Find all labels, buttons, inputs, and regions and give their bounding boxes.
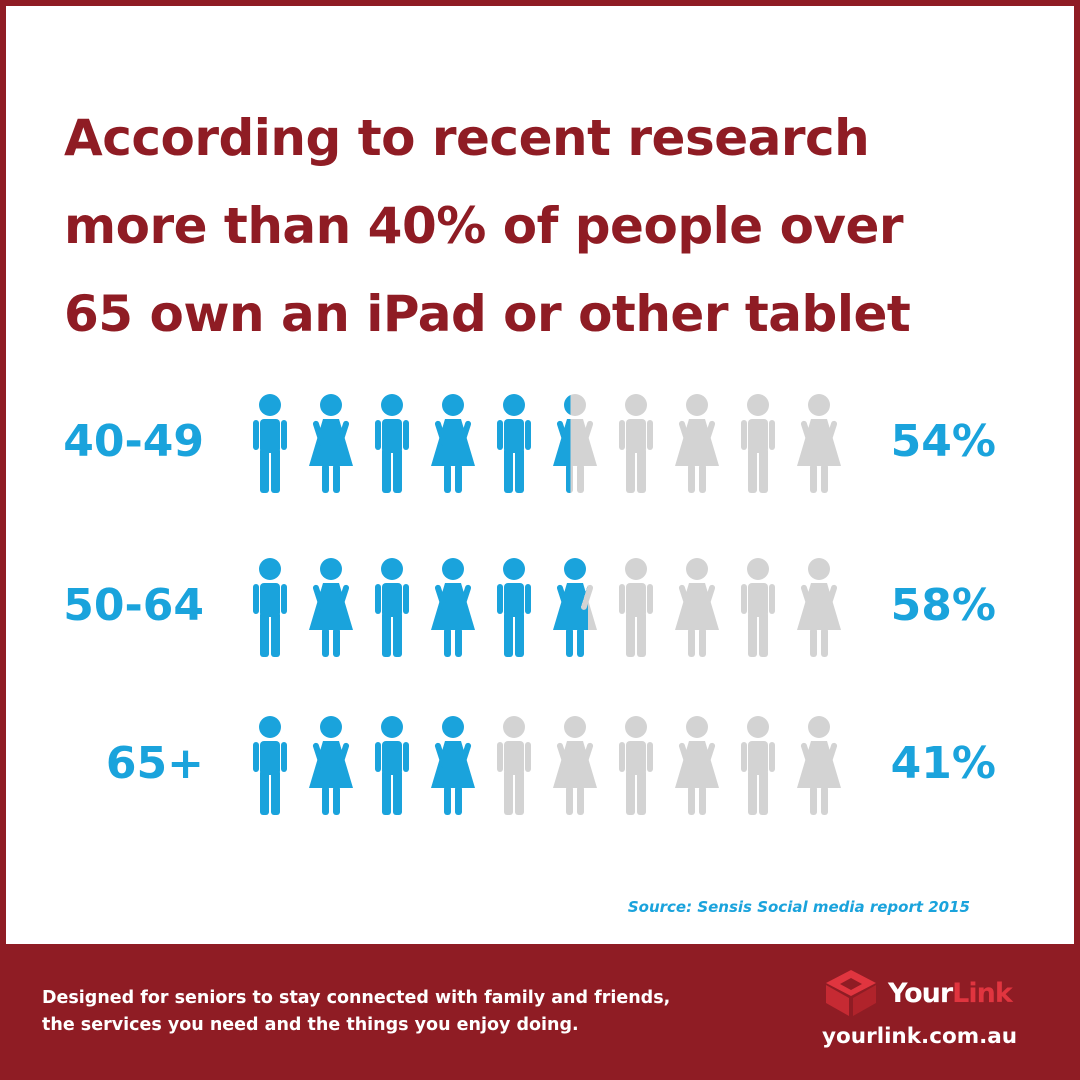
man-figure-icon — [741, 558, 775, 657]
footer-tagline: Designed for seniors to stay connected w… — [42, 985, 762, 1039]
age-group-label: 50-64 — [63, 580, 204, 631]
age-group-label: 65+ — [105, 738, 204, 789]
chart-row: 40-49 54% — [0, 392, 1080, 502]
pictograph-row — [253, 558, 841, 657]
man-figure-icon — [375, 558, 409, 657]
woman-figure-icon — [675, 558, 719, 657]
headline-line-3: 65 own an iPad or other tablet — [64, 285, 911, 343]
man-figure-icon — [497, 558, 531, 657]
website-url: yourlink.com.au — [822, 1024, 1018, 1049]
infographic-panel: According to recent research more than 4… — [6, 6, 1074, 944]
logo-link: Link — [952, 978, 1013, 1009]
man-figure-icon — [619, 716, 653, 815]
man-figure-icon — [253, 394, 287, 493]
woman-figure-icon — [553, 558, 597, 657]
man-figure-icon — [253, 558, 287, 657]
man-figure-icon — [619, 558, 653, 657]
man-figure-icon — [619, 394, 653, 493]
headline-line-1: According to recent research — [64, 109, 870, 167]
woman-figure-icon — [431, 716, 475, 815]
footer-line-1: Designed for seniors to stay connected w… — [42, 988, 671, 1008]
man-figure-icon — [375, 716, 409, 815]
pictograph-row — [253, 716, 841, 815]
woman-figure-icon — [431, 558, 475, 657]
woman-figure-icon — [553, 394, 597, 493]
yourlink-logo: YourLink — [822, 968, 1022, 1018]
woman-figure-icon — [797, 394, 841, 493]
woman-figure-icon — [309, 558, 353, 657]
age-group-label: 40-49 — [63, 416, 204, 467]
percentage-label: 41% — [890, 738, 996, 789]
footer-line-2: the services you need and the things you… — [42, 1015, 579, 1035]
man-figure-icon — [375, 394, 409, 493]
man-figure-icon — [253, 716, 287, 815]
chart-row: 50-64 58% — [0, 556, 1080, 666]
percentage-label: 58% — [890, 580, 996, 631]
man-figure-icon — [497, 716, 531, 815]
woman-figure-icon — [797, 558, 841, 657]
headline-line-2: more than 40% of people over — [64, 197, 904, 255]
man-figure-icon — [741, 716, 775, 815]
woman-figure-icon — [553, 716, 597, 815]
woman-figure-icon — [431, 394, 475, 493]
man-figure-icon — [497, 394, 531, 493]
chart-row: 65+ 41% — [0, 714, 1080, 824]
woman-figure-icon — [797, 716, 841, 815]
cube-icon — [826, 970, 876, 1016]
percentage-label: 54% — [890, 416, 996, 467]
source-note: Source: Sensis Social media report 2015 — [627, 898, 970, 916]
man-figure-icon — [741, 394, 775, 493]
logo-wordmark: YourLink — [888, 978, 1013, 1009]
logo-your: Your — [888, 978, 953, 1009]
woman-figure-icon — [675, 394, 719, 493]
woman-figure-icon — [309, 716, 353, 815]
woman-figure-icon — [309, 394, 353, 493]
headline: According to recent research more than 4… — [64, 94, 1044, 358]
woman-figure-icon — [675, 716, 719, 815]
pictograph-row — [253, 394, 841, 493]
